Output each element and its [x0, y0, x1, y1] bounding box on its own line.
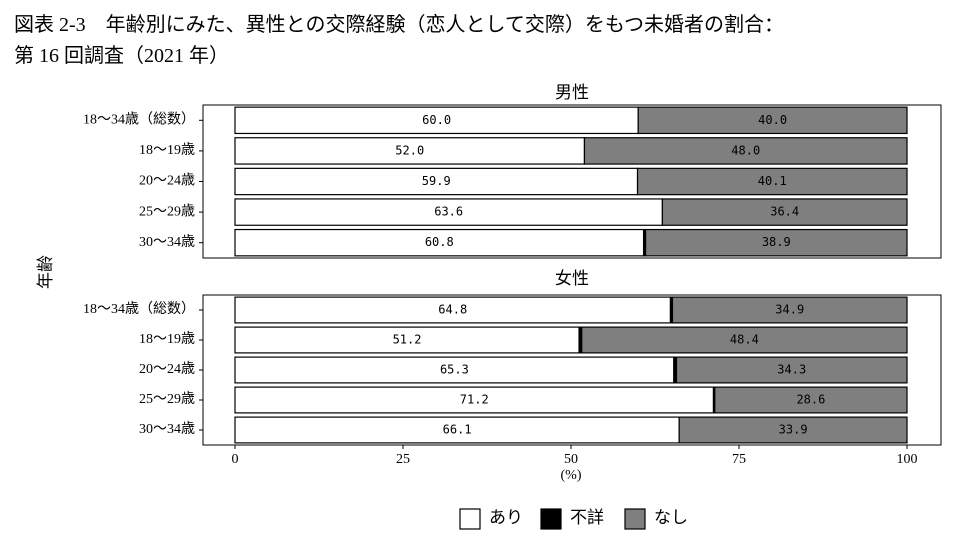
value-label: 40.1 — [758, 174, 787, 188]
legend-swatch — [459, 508, 481, 530]
value-label: 34.9 — [775, 303, 804, 317]
y-tick-label: 18～19歳 — [139, 331, 195, 347]
value-label: 71.2 — [460, 393, 489, 407]
value-label: 60.8 — [425, 235, 454, 249]
bar-segment — [234, 416, 680, 444]
title-line: 図表 2-3 年齢別にみた、異性との交際経験（恋人として交際）をもつ未婚者の割合… — [14, 13, 784, 36]
y-tick-label: 30～34歳 — [139, 421, 195, 437]
bar-segment — [234, 356, 675, 384]
title-line: 第 16 回調査（2021 年） — [14, 44, 229, 67]
bar-segment — [234, 228, 645, 257]
value-label: 66.1 — [443, 423, 472, 437]
bar-segment — [581, 326, 908, 354]
bar-segment — [675, 356, 908, 384]
y-tick-label: 25～29歳 — [139, 203, 195, 219]
bar-segment — [234, 326, 580, 354]
y-axis-label: 年齢 — [36, 255, 55, 289]
bar-segment — [661, 198, 908, 226]
legend-label: 不詳 — [570, 508, 604, 527]
y-tick-label: 18～19歳 — [139, 142, 195, 158]
legend-swatch — [624, 508, 646, 530]
y-tick-label: 18～34歳（総数） — [83, 112, 195, 128]
bar-segment — [636, 167, 908, 196]
value-label: 33.9 — [779, 423, 808, 437]
y-tick-label: 18～34歳（総数） — [83, 301, 195, 317]
y-tick-label: 30～34歳 — [139, 234, 195, 250]
x-tick-label: 100 — [897, 452, 918, 467]
y-tick-label: 25～29歳 — [139, 391, 195, 407]
y-tick-label: 20～24歳 — [139, 361, 195, 377]
value-label: 48.0 — [731, 143, 760, 157]
bar-segment — [678, 416, 908, 444]
x-tick-label: 0 — [232, 452, 239, 467]
legend-swatch — [540, 508, 562, 530]
value-label: 38.9 — [762, 235, 791, 249]
value-label: 51.2 — [393, 333, 422, 347]
value-label: 63.6 — [434, 205, 463, 219]
value-label: 40.0 — [758, 113, 787, 127]
bar-segment — [234, 296, 672, 324]
x-tick-label: 25 — [396, 452, 410, 467]
y-tick-label: 20～24歳 — [139, 173, 195, 189]
bar-segment — [234, 106, 639, 135]
value-label: 60.0 — [422, 113, 451, 127]
x-tick-label: 50 — [564, 452, 578, 467]
value-label: 28.6 — [796, 393, 825, 407]
bar-segment — [644, 228, 908, 257]
value-label: 52.0 — [395, 143, 424, 157]
legend-label: あり — [489, 508, 523, 527]
value-label: 64.8 — [438, 303, 467, 317]
bar-segment — [714, 386, 908, 414]
value-label: 59.9 — [422, 174, 451, 188]
value-label: 65.3 — [440, 363, 469, 377]
bar-segment — [234, 386, 715, 414]
x-axis-label: (%) — [561, 468, 582, 483]
bar-segment — [234, 137, 586, 165]
x-tick-label: 75 — [732, 452, 746, 467]
bar-segment — [583, 137, 908, 165]
bar-segment — [234, 167, 639, 196]
legend-label: なし — [654, 508, 688, 527]
bar-segment — [637, 106, 908, 135]
bar-segment — [671, 296, 908, 324]
value-label: 48.4 — [730, 333, 759, 347]
panel-title: 男性 — [555, 83, 589, 102]
panel-title: 女性 — [555, 269, 589, 288]
value-label: 34.3 — [777, 363, 806, 377]
value-label: 36.4 — [770, 205, 799, 219]
